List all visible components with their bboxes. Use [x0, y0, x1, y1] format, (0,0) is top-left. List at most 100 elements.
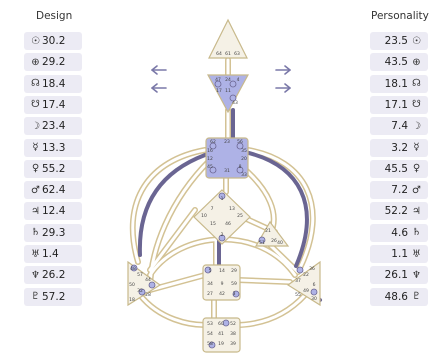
gate-label: 57 — [137, 272, 143, 278]
planet-symbol-icon: ☽ — [412, 120, 421, 132]
gate-label: 7 — [211, 206, 214, 212]
gate-label: 46 — [225, 221, 231, 227]
personality-value: 3.2 — [391, 141, 408, 154]
gate-label: 51 — [259, 240, 265, 246]
planet-symbol-icon: ♂ — [412, 184, 421, 196]
design-row: ☊ 18.4 — [24, 74, 82, 93]
gate-label: 56 — [237, 139, 243, 145]
gate-label: 10 — [201, 213, 207, 219]
design-row: ☽ 23.4 — [24, 117, 82, 136]
personality-row: 43.5 ⊕ — [370, 53, 428, 72]
gate-label: 8 — [239, 164, 242, 170]
design-row: ⊕ 29.2 — [24, 53, 82, 72]
personality-row: 23.5 ☉ — [370, 32, 428, 50]
gate-label: 9 — [221, 281, 224, 287]
planet-symbol-icon: ☿ — [413, 142, 420, 153]
gate-label: 61 — [225, 51, 231, 57]
defined-channel-throat-spleen — [137, 153, 207, 257]
gate-label: 36 — [309, 266, 315, 272]
planet-symbol-icon: ♃ — [31, 205, 40, 217]
gate-label: 21 — [265, 228, 271, 234]
personality-value: 7.2 — [391, 184, 408, 197]
arrow-right-top-icon — [275, 65, 291, 75]
sacral-center — [202, 264, 241, 301]
planet-symbol-icon: ♄ — [412, 227, 421, 239]
gate-label: 12 — [207, 156, 213, 162]
gate-label: 34 — [207, 281, 213, 287]
personality-value: 4.6 — [391, 226, 408, 239]
design-value: 62.4 — [42, 184, 66, 197]
gate-label: 31 — [224, 168, 230, 174]
personality-row: 7.2 ♂ — [370, 181, 428, 200]
planet-symbol-icon: ☉ — [31, 35, 40, 47]
gate-label: 20 — [241, 156, 247, 162]
personality-row: 26.1 ♆ — [370, 266, 428, 285]
gate-label: 40 — [277, 240, 283, 246]
design-value: 13.3 — [42, 141, 66, 154]
gate-label: 55 — [295, 292, 301, 298]
personality-row: 18.1 ☊ — [370, 74, 428, 93]
design-row: ♄ 29.3 — [24, 223, 82, 242]
planet-symbol-icon: ♆ — [31, 269, 40, 281]
design-value: 17.4 — [42, 98, 66, 111]
gate-label: 16 — [207, 148, 213, 154]
gate-label: 64 — [216, 51, 222, 57]
design-value: 57.2 — [42, 290, 66, 303]
design-value: 1.4 — [42, 248, 59, 260]
defined-channel-throat-solar — [243, 150, 309, 268]
arrow-right-bottom-icon — [275, 83, 291, 93]
gate-label: 15 — [210, 221, 216, 227]
personality-row: 48.6 ♇ — [370, 287, 428, 306]
personality-row: 3.2 ☿ — [370, 138, 428, 157]
design-value: 55.2 — [42, 162, 66, 175]
planet-symbol-icon: ♅ — [31, 248, 40, 260]
planet-symbol-icon: ♇ — [31, 291, 40, 303]
gate-label: 47 — [215, 77, 221, 83]
gate-label: 13 — [229, 206, 235, 212]
personality-value: 23.5 — [384, 35, 408, 47]
gate-label: 24 — [225, 77, 231, 83]
gate-label: 45 — [207, 164, 213, 170]
gate-label: 48 — [130, 266, 136, 272]
gate-label: 5 — [209, 268, 212, 274]
gate-label: 28 — [145, 292, 151, 298]
personality-value: 45.5 — [384, 162, 408, 175]
planet-symbol-icon: ♀ — [412, 163, 421, 175]
planet-symbol-icon: ♅ — [412, 248, 421, 260]
gate-label: 58 — [207, 341, 213, 347]
gate-label: 22 — [303, 272, 309, 278]
gate-label: 52 — [230, 321, 236, 327]
planet-symbol-icon: ♂ — [31, 184, 40, 196]
gate-label: 32 — [137, 288, 143, 294]
gate-activations — [130, 80, 318, 349]
design-value: 12.4 — [42, 205, 66, 218]
gate-label: 35 — [241, 148, 247, 154]
gate-label: 23 — [224, 139, 230, 145]
planet-symbol-icon: ☋ — [31, 99, 40, 111]
design-row: ♂ 62.4 — [24, 181, 82, 200]
gate-label: 50 — [129, 282, 135, 288]
gate-label: 2 — [221, 232, 224, 238]
gate-label: 38 — [230, 331, 236, 337]
design-row: ☋ 17.4 — [24, 95, 82, 114]
planet-symbol-icon: ⊕ — [31, 56, 40, 68]
head-center — [208, 18, 248, 59]
personality-row: 45.5 ♀ — [370, 159, 428, 178]
gate-label: 11 — [225, 88, 231, 94]
gate-label: 49 — [303, 288, 309, 294]
planet-symbol-icon: ☊ — [31, 78, 40, 90]
arrows — [151, 65, 291, 93]
planet-symbol-icon: ♀ — [31, 163, 40, 175]
channel-spleen-root — [137, 292, 208, 328]
personality-row: 17.1 ☋ — [370, 95, 428, 114]
personality-row: 7.4 ☽ — [370, 117, 428, 136]
planet-symbol-icon: ⊕ — [412, 56, 421, 68]
gate-label: 37 — [295, 278, 301, 284]
personality-value: 48.6 — [384, 290, 408, 303]
planet-symbol-icon: ♃ — [412, 205, 421, 217]
personality-value: 17.1 — [384, 98, 408, 111]
gate-label: 43 — [232, 100, 238, 106]
gate-label: 27 — [207, 291, 213, 297]
design-row: ♀ 55.2 — [24, 159, 82, 178]
